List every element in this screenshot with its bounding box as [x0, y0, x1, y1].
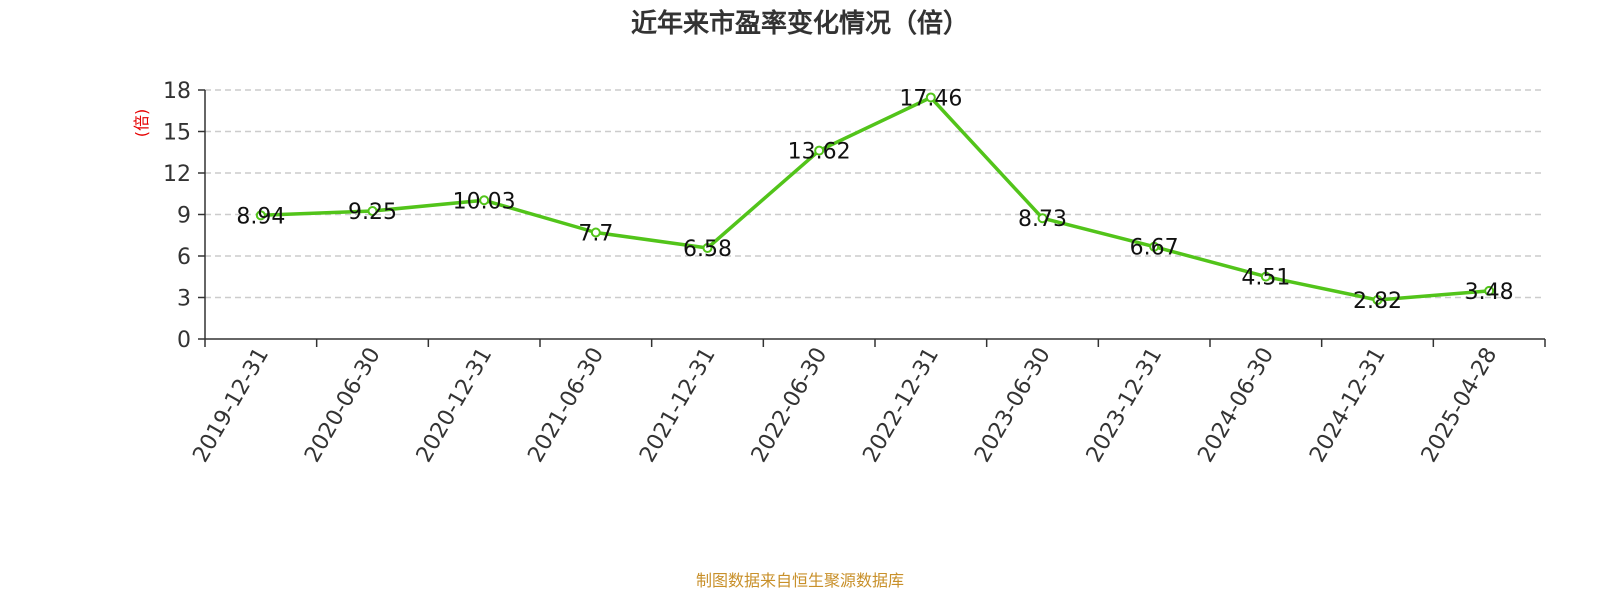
x-tick-label: 2021-12-31 [635, 344, 721, 467]
source-note: 制图数据来自恒生聚源数据库 [696, 571, 904, 590]
chart-title: 近年来市盈率变化情况（倍） [631, 8, 969, 39]
data-point [1037, 213, 1048, 224]
data-label: 3.48 [1465, 280, 1514, 305]
data-label: 8.94 [236, 204, 285, 229]
data-label: 7.7 [578, 221, 613, 246]
x-tick-label: 2022-12-31 [858, 344, 944, 467]
y-tick-label: 3 [177, 287, 191, 312]
y-tick-label: 0 [177, 328, 191, 353]
x-tick-label: 2020-06-30 [300, 344, 386, 467]
y-tick-label: 6 [177, 245, 191, 270]
x-tick-label: 2021-06-30 [523, 344, 609, 467]
x-tick-label: 2020-12-31 [412, 344, 498, 467]
x-tick-label: 2025-04-28 [1417, 344, 1503, 467]
x-tick-label: 2022-06-30 [747, 344, 833, 467]
data-point [590, 227, 601, 238]
data-label: 8.73 [1018, 207, 1067, 232]
data-point [1484, 285, 1495, 296]
data-point [479, 195, 490, 206]
x-tick-label: 2024-06-30 [1193, 344, 1279, 467]
x-tick-label: 2023-12-31 [1082, 344, 1168, 467]
data-label: 2.82 [1353, 289, 1402, 314]
data-point [1260, 271, 1271, 282]
data-label: 9.25 [348, 200, 397, 225]
data-point [702, 242, 713, 253]
series-line-layer [255, 92, 1495, 305]
data-label: 17.46 [899, 86, 962, 111]
y-tick-label: 9 [177, 204, 191, 229]
data-point [1372, 294, 1383, 305]
data-label: 10.03 [453, 189, 516, 214]
data-point [255, 210, 266, 221]
y-tick-label: 15 [163, 121, 191, 146]
y-tick-label: 18 [163, 79, 191, 104]
y-tick-label: 12 [163, 162, 191, 187]
x-tick-label: 2023-06-30 [970, 344, 1056, 467]
data-point [367, 206, 378, 217]
y-axis-unit-label: (倍) [132, 109, 151, 138]
data-point [925, 92, 936, 103]
data-labels: 8.94 9.25 10.03 7.7 6.58 13.62 17.46 8.73 6.67 4.… [236, 86, 1513, 314]
data-label: 13.62 [788, 140, 851, 165]
series-line [260, 95, 1490, 302]
data-label: 4.51 [1241, 266, 1290, 291]
data-point [1149, 241, 1160, 252]
axes: 0 3 6 9 12 15 18 2019-12-31 2020-06-30 2020-12-31… [163, 79, 1546, 467]
x-tick-label: 2019-12-31 [188, 344, 274, 467]
data-label: 6.58 [683, 237, 732, 262]
grid-lines [205, 89, 1545, 299]
x-tick-label: 2024-12-31 [1305, 344, 1391, 467]
data-point [814, 145, 825, 156]
data-label: 6.67 [1130, 236, 1179, 261]
